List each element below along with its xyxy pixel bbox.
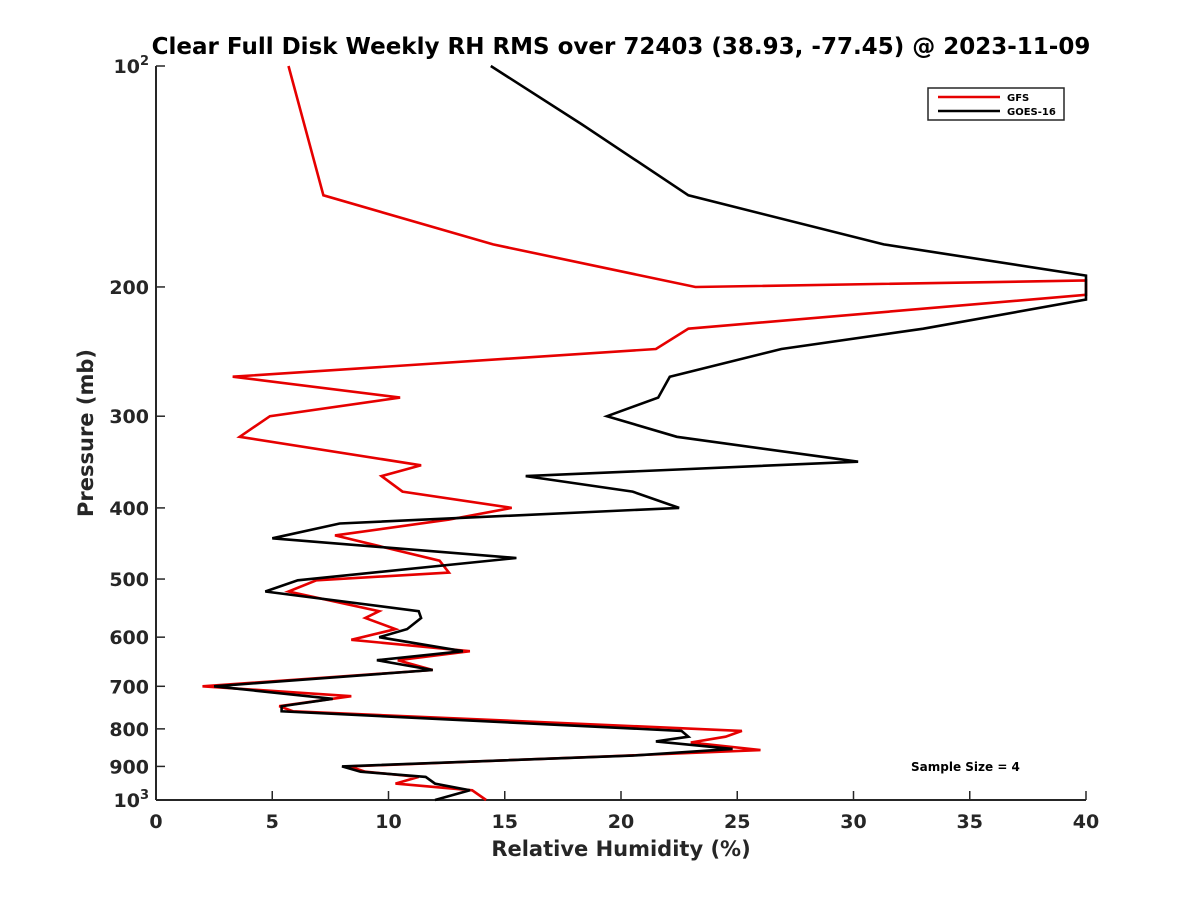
y-tick-label: 103 xyxy=(114,788,150,812)
x-tick-label: 25 xyxy=(724,811,750,833)
x-tick-label: 15 xyxy=(492,811,518,833)
y-tick-label: 400 xyxy=(109,498,149,520)
x-tick-label: 10 xyxy=(375,811,401,833)
x-tick-label: 0 xyxy=(149,811,162,833)
y-tick-label: 600 xyxy=(109,627,149,649)
sample-size-annotation: Sample Size = 4 xyxy=(911,760,1020,774)
y-tick-label: 300 xyxy=(109,406,149,428)
y-tick-label: 200 xyxy=(109,277,149,299)
chart-title: Clear Full Disk Weekly RH RMS over 72403… xyxy=(152,34,1091,60)
axes: 0 5 10 15 20 25 30 35 40 102 200 300 400 500 600 700 800… xyxy=(109,54,1099,833)
x-tick-label: 5 xyxy=(266,811,279,833)
series-line-goes16 xyxy=(213,64,1088,802)
x-axis-label: Relative Humidity (%) xyxy=(491,837,750,861)
y-tick-label: 800 xyxy=(109,719,149,741)
x-tick-label: 30 xyxy=(840,811,866,833)
x-tick-label: 40 xyxy=(1073,811,1099,833)
y-axis-label: Pressure (mb) xyxy=(74,349,98,517)
x-tick-label: 35 xyxy=(957,811,983,833)
y-tick-label: 700 xyxy=(109,676,149,698)
series-layer xyxy=(202,64,1088,802)
series-line-gfs xyxy=(202,65,1088,802)
y-tick-label: 500 xyxy=(109,569,149,591)
y-tick-label: 900 xyxy=(109,756,149,778)
legend: GFS GOES-16 xyxy=(927,87,1065,121)
legend-label-goes16: GOES-16 xyxy=(1007,107,1056,118)
legend-box xyxy=(927,87,1065,121)
x-tick-label: 20 xyxy=(608,811,634,833)
y-tick-label: 102 xyxy=(114,54,150,78)
legend-label-gfs: GFS xyxy=(1007,93,1029,104)
